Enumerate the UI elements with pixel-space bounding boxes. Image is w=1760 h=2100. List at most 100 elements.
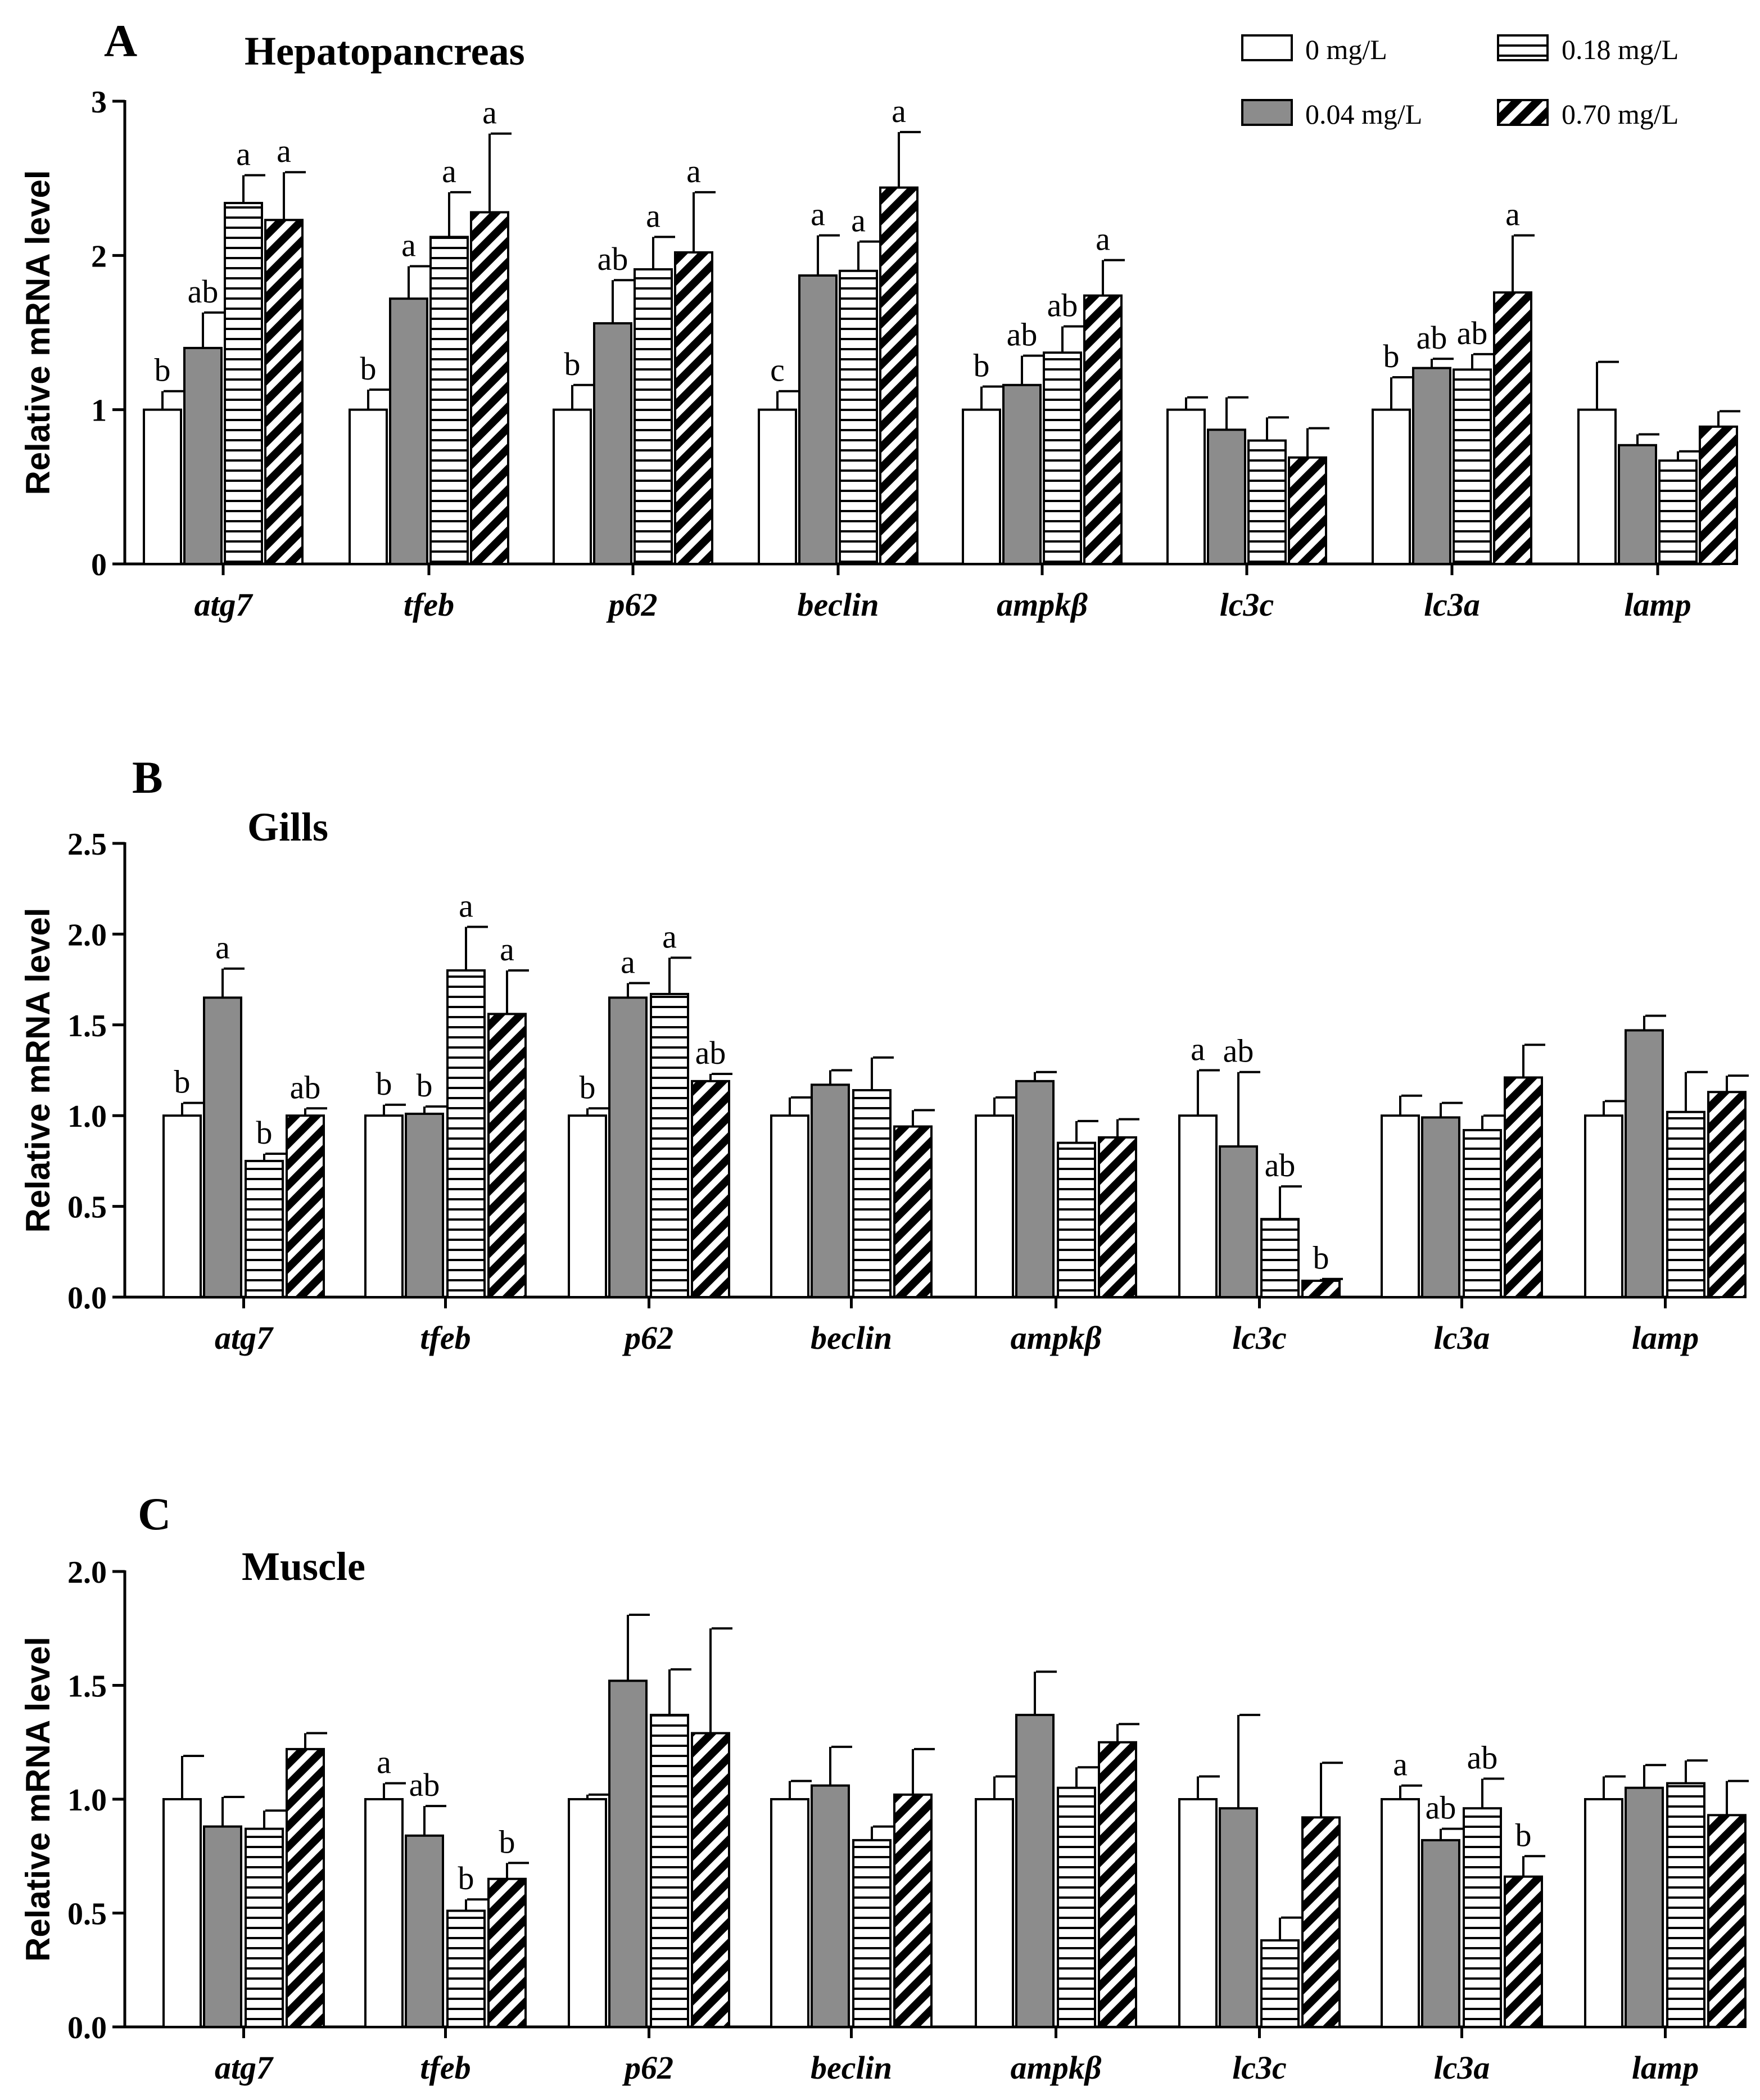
bar (1083, 294, 1123, 565)
x-tick-label: beclin (811, 2049, 892, 2086)
bar (1207, 428, 1246, 566)
bar (758, 408, 797, 566)
significance-label: a (215, 929, 230, 966)
bar (608, 996, 648, 1298)
bar (1577, 408, 1617, 566)
bar (1412, 367, 1451, 565)
significance-label: ab (695, 1035, 726, 1071)
significance-label: b (564, 346, 581, 382)
significance-label: ab (598, 241, 628, 277)
bar (203, 1825, 242, 2029)
legend-swatch-2 (1497, 34, 1549, 61)
significance-label: b (580, 1069, 596, 1105)
legend-item-0: 0 mg/L (1241, 34, 1387, 65)
significance-label: b (1515, 1817, 1532, 1853)
y-tick-label: 0.5 (67, 1897, 107, 1932)
significance-label: b (256, 1114, 273, 1151)
bar (245, 1827, 284, 2028)
bar (770, 1798, 809, 2028)
legend-label-2: 0.18 mg/L (1562, 34, 1678, 65)
significance-label: a (1505, 196, 1520, 233)
bar (1504, 1076, 1543, 1298)
legend: 0 mg/L 0.04 mg/L 0.18 mg/L 0.70 mg/L (1241, 34, 1678, 130)
bar (811, 1083, 850, 1298)
bar (203, 996, 242, 1298)
x-tick-label: p62 (622, 2049, 673, 2086)
panel-title: Muscle (242, 1544, 365, 1589)
significance-label: a (851, 202, 866, 239)
bar (1098, 1136, 1137, 1299)
y-tick-label: 0.5 (67, 1190, 107, 1225)
bar (1699, 425, 1738, 565)
significance-label: a (662, 918, 677, 955)
bar (962, 408, 1001, 566)
x-tick-label: lc3a (1424, 586, 1480, 623)
y-tick-label: 0.0 (67, 2011, 107, 2045)
x-tick-label: beclin (798, 586, 879, 623)
significance-label: a (377, 1744, 391, 1781)
legend-swatch-3 (1497, 99, 1549, 126)
bar (183, 346, 223, 566)
legend-swatch-1 (1241, 99, 1293, 126)
significance-label: ab (1007, 317, 1038, 353)
bar (1658, 459, 1698, 565)
bar (1043, 351, 1082, 565)
x-tick-label: atg7 (215, 2049, 274, 2086)
bar (429, 236, 469, 565)
significance-label: b (174, 1064, 191, 1100)
bar (650, 992, 689, 1298)
x-tick-label: ampkβ (997, 586, 1088, 623)
significance-label: a (1191, 1031, 1205, 1068)
x-tick-label: p62 (606, 586, 658, 623)
bar (1372, 408, 1411, 566)
y-tick-label: 3 (91, 85, 107, 120)
y-tick-label: 2.0 (67, 918, 107, 952)
bar (264, 219, 304, 565)
significance-label: b (155, 352, 171, 389)
significance-label: ab (1265, 1147, 1296, 1184)
panel-letter: C (138, 1488, 171, 1539)
x-tick-label: tfeb (404, 586, 454, 623)
bar (691, 1080, 730, 1299)
bar (1057, 1141, 1096, 1298)
bar (975, 1798, 1014, 2028)
panel-letter: B (132, 752, 163, 803)
bar (1625, 1786, 1664, 2028)
y-tick-label: 2.5 (67, 827, 107, 862)
bar (650, 1714, 689, 2028)
bar (1381, 1798, 1420, 2028)
bar (389, 297, 428, 565)
bar (893, 1125, 933, 1298)
bar (608, 1679, 648, 2028)
bar (1618, 444, 1657, 565)
bar (162, 1114, 202, 1298)
x-tick-label: lc3a (1434, 2049, 1490, 2086)
bar (1015, 1714, 1055, 2028)
bar (405, 1112, 444, 1299)
y-axis-label: Relative mRNA level (19, 170, 57, 495)
x-tick-label: lc3c (1220, 586, 1274, 623)
bar (487, 1877, 527, 2028)
bar (691, 1732, 730, 2029)
y-tick-label: 0.0 (67, 1281, 107, 1316)
bar (1301, 1816, 1341, 2028)
legend-item-2: 0.18 mg/L (1497, 34, 1678, 65)
bar (405, 1834, 444, 2029)
bar (674, 251, 713, 565)
significance-label: b (417, 1067, 433, 1104)
bar (1666, 1110, 1705, 1299)
bar (364, 1798, 404, 2028)
bar (975, 1114, 1014, 1298)
x-tick-label: lamp (1632, 2049, 1699, 2086)
x-tick-label: lc3c (1232, 2049, 1287, 2086)
y-tick-label: 2.0 (67, 1555, 107, 1590)
x-tick-label: atg7 (215, 1320, 274, 1356)
significance-label: a (459, 887, 473, 924)
bar (1666, 1782, 1705, 2028)
significance-label: a (892, 93, 906, 129)
panel-c: C Muscle Relative mRNA level 0.0 0.5 1.0 1.5 2.… (19, 1488, 1749, 2086)
bar (1260, 1939, 1300, 2029)
bar (1707, 1814, 1747, 2029)
significance-label: a (686, 153, 701, 189)
